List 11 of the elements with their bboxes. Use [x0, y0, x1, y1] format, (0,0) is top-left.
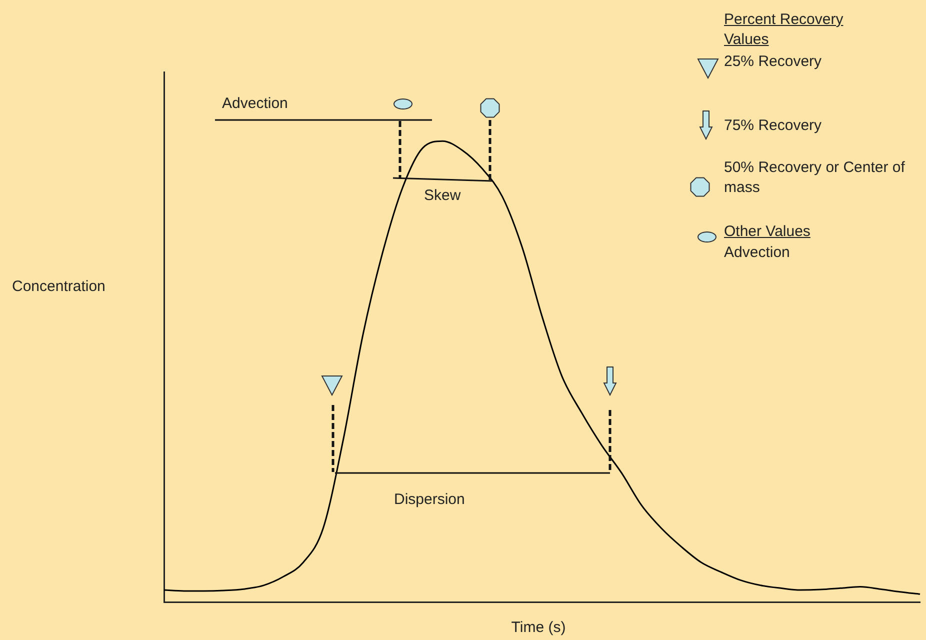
annotation: Dispersion	[394, 490, 466, 510]
annotation: Other Values	[724, 222, 812, 242]
text: Advection	[222, 94, 289, 114]
annotation: Advection	[724, 243, 791, 263]
annotation: Skew	[424, 186, 462, 206]
text: 75% Recovery	[724, 116, 823, 136]
annotation: 50% Recovery or Center of mass	[724, 158, 906, 198]
text: Percent Recovery Values	[724, 10, 844, 50]
y-axis-title: Concentration	[12, 277, 106, 297]
text: 25% Recovery	[724, 52, 823, 72]
x-axis-title: Time (s)	[510, 618, 567, 638]
